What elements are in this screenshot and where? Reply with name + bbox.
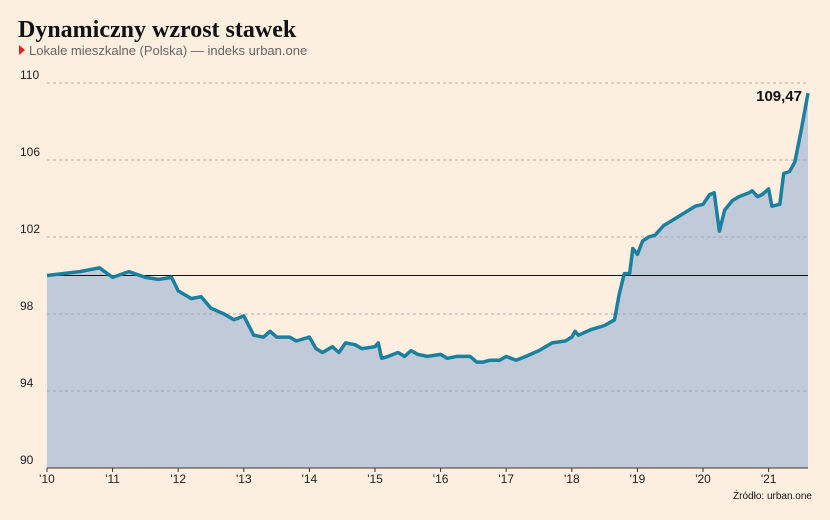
x-tick-label: '20 — [695, 472, 711, 486]
y-tick-label: 102 — [20, 222, 40, 236]
x-tick-label: '12 — [170, 472, 186, 486]
x-tick-label: '15 — [367, 472, 383, 486]
x-tick-label: '11 — [105, 472, 120, 486]
end-label: 109,47 — [756, 88, 802, 105]
x-tick-label: '16 — [433, 472, 449, 486]
y-tick-label: 106 — [20, 145, 40, 159]
area-fill — [47, 93, 808, 468]
subtitle-marker — [19, 45, 25, 55]
line — [46, 92, 810, 364]
x-tick-label: '14 — [302, 472, 318, 486]
y-tick-label: 94 — [20, 376, 34, 390]
x-tick-label: '10 — [39, 472, 55, 486]
x-tick-label: '18 — [564, 472, 580, 486]
source: Źródło: urban.one — [733, 489, 812, 502]
x-tick-label: '21 — [761, 472, 777, 486]
subtitle: Lokale mieszkalne (Polska) — indeks urba… — [29, 43, 307, 58]
x-tick-label: '13 — [236, 472, 252, 486]
x-tick-label: '19 — [630, 472, 646, 486]
y-tick-label: 110 — [20, 68, 39, 82]
chart-title: Dynamiczny wzrost stawek — [18, 17, 297, 43]
x-tick-label: '17 — [498, 472, 514, 486]
y-tick-label: 90 — [20, 453, 34, 467]
y-tick-label: 98 — [20, 299, 34, 313]
